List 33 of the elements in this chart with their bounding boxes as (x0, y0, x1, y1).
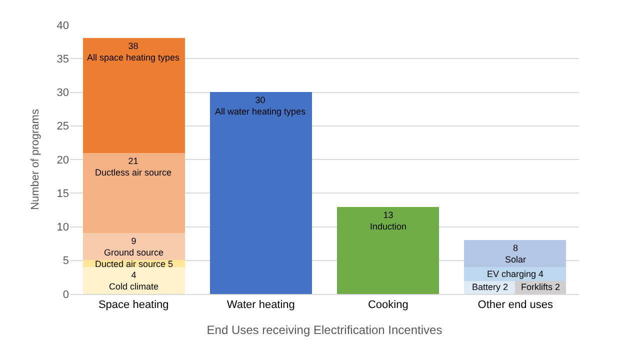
data-label: 13 (383, 210, 394, 220)
data-label: 38 (128, 41, 138, 51)
x-tick-label: Cooking (368, 299, 408, 312)
series-label: Cold climate (109, 282, 159, 292)
y-tick-label: 15 (56, 188, 69, 200)
text: Ducted air source 5 (95, 259, 174, 269)
text: Forklifts 2 (521, 282, 560, 292)
data-label: 4 (131, 270, 136, 280)
y-axis-title: Number of programs (29, 108, 42, 210)
series-label: Ground source (104, 248, 164, 258)
x-tick-label: Other end uses (478, 299, 554, 312)
text: Battery 2 (472, 282, 508, 292)
y-tick-label: 35 (56, 53, 69, 66)
series-label: All space heating types (87, 52, 180, 63)
x-tick-label: Water heating (226, 299, 295, 312)
text: EV charging 4 (487, 269, 544, 279)
x-tick-label: Space heating (98, 299, 169, 312)
y-tick-label: 25 (56, 120, 69, 133)
y-tick-label: 20 (56, 154, 69, 166)
data-label: 8 (513, 243, 518, 253)
data-label: 9 (131, 236, 136, 246)
x-axis-title: End Uses receiving Electrification Incentives (206, 323, 442, 338)
series-label: Solar (505, 254, 526, 265)
y-tick-label: 10 (56, 222, 69, 234)
y-tick-label: 40 (56, 20, 69, 32)
series-label: Induction (370, 222, 407, 232)
y-tick-label: 30 (56, 87, 69, 100)
series-label: Ductless air source (95, 168, 172, 178)
y-tick-label: 0 (62, 288, 69, 301)
data-label: 30 (255, 95, 266, 105)
y-tick-label: 5 (62, 255, 69, 268)
series-label: All water heating types (215, 106, 306, 117)
data-label: 21 (128, 156, 138, 166)
